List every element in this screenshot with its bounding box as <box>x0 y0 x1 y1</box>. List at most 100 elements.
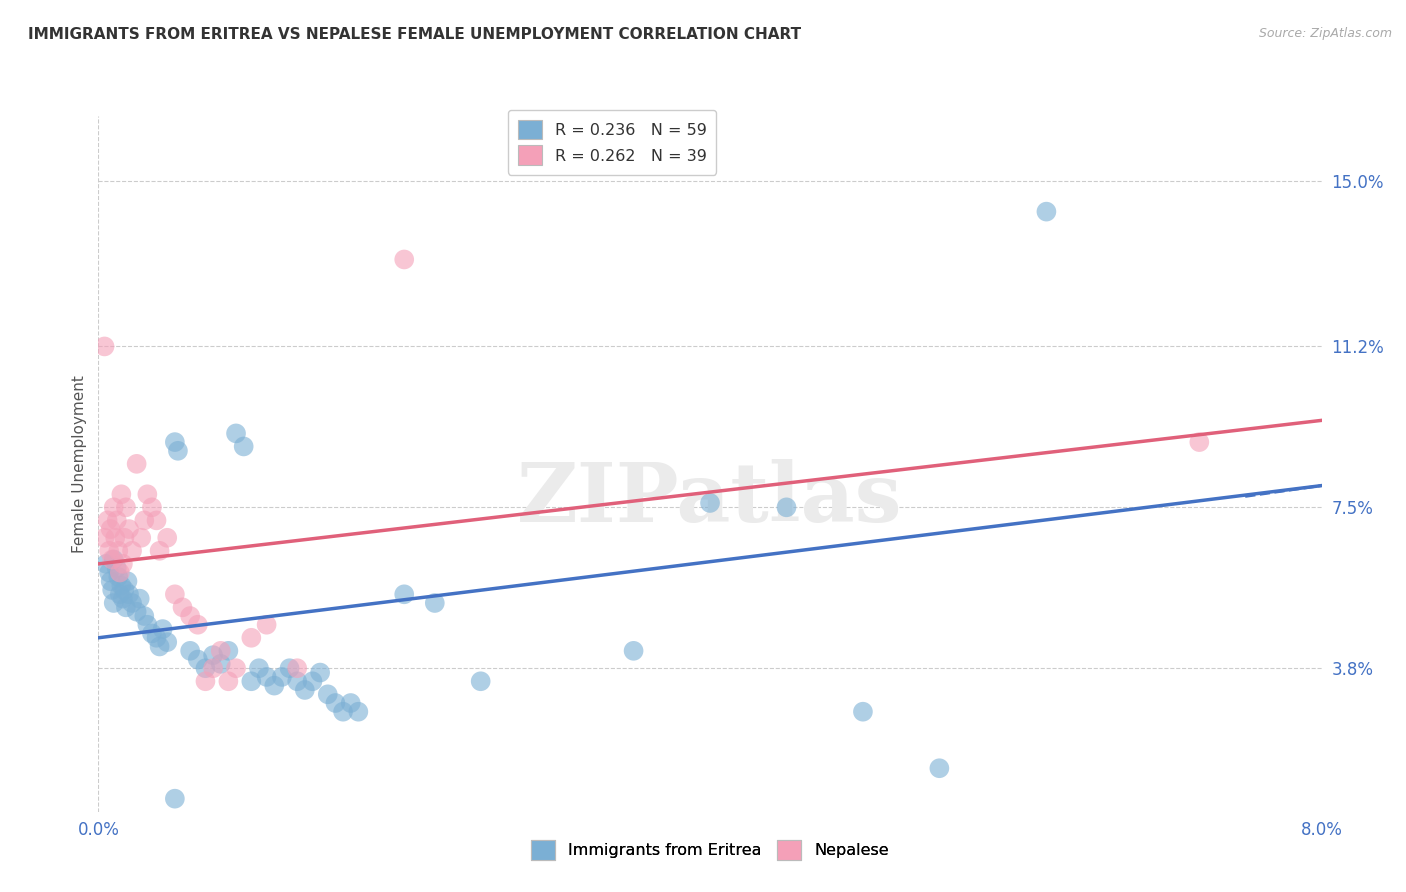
Point <box>263 679 285 693</box>
Point <box>136 487 159 501</box>
Point <box>141 500 163 515</box>
Text: IMMIGRANTS FROM ERITREA VS NEPALESE FEMALE UNEMPLOYMENT CORRELATION CHART: IMMIGRANTS FROM ERITREA VS NEPALESE FEMA… <box>28 27 801 42</box>
Point <box>194 674 217 689</box>
Point <box>247 661 270 675</box>
Point <box>108 566 131 580</box>
Point <box>285 661 308 675</box>
Point <box>256 670 278 684</box>
Point <box>194 661 217 675</box>
Point <box>103 500 125 515</box>
Point <box>775 500 797 515</box>
Point <box>98 566 121 580</box>
Point <box>232 440 254 453</box>
Point <box>110 579 132 593</box>
Point <box>225 661 247 675</box>
Point <box>187 617 209 632</box>
Point <box>156 635 179 649</box>
Point <box>209 657 232 671</box>
Point <box>145 631 167 645</box>
Point <box>101 582 124 597</box>
Point <box>163 791 186 805</box>
Point <box>240 674 263 689</box>
Point <box>117 574 139 589</box>
Point <box>110 487 132 501</box>
Point <box>136 617 159 632</box>
Point <box>163 587 186 601</box>
Point <box>112 582 135 597</box>
Point <box>202 661 225 675</box>
Point <box>392 252 416 267</box>
Point <box>145 513 167 527</box>
Point <box>172 600 194 615</box>
Point <box>103 596 125 610</box>
Point <box>187 652 209 666</box>
Point <box>141 626 163 640</box>
Point <box>118 522 141 536</box>
Point <box>699 496 721 510</box>
Point <box>111 591 134 606</box>
Point <box>107 570 129 584</box>
Point <box>347 705 370 719</box>
Point <box>107 543 129 558</box>
Point <box>108 587 131 601</box>
Point <box>294 683 316 698</box>
Text: Source: ZipAtlas.com: Source: ZipAtlas.com <box>1258 27 1392 40</box>
Point <box>852 705 875 719</box>
Point <box>128 591 150 606</box>
Point <box>105 513 128 527</box>
Point <box>134 513 156 527</box>
Point <box>278 661 301 675</box>
Point <box>332 705 354 719</box>
Point <box>97 513 120 527</box>
Point <box>423 596 446 610</box>
Point <box>256 617 278 632</box>
Point <box>179 609 201 624</box>
Point <box>134 609 156 624</box>
Point <box>98 543 121 558</box>
Point <box>125 457 148 471</box>
Point <box>285 674 308 689</box>
Point <box>167 443 190 458</box>
Point <box>209 644 232 658</box>
Point <box>270 670 294 684</box>
Point <box>217 644 239 658</box>
Point <box>202 648 225 662</box>
Point <box>225 426 247 441</box>
Point <box>179 644 201 658</box>
Y-axis label: Female Unemployment: Female Unemployment <box>72 375 87 553</box>
Point <box>100 574 122 589</box>
Point <box>125 605 148 619</box>
Point <box>121 543 143 558</box>
Point <box>470 674 492 689</box>
Point <box>325 696 347 710</box>
Point <box>115 600 138 615</box>
Point <box>301 674 323 689</box>
Point <box>623 644 645 658</box>
Point <box>104 531 127 545</box>
Point <box>121 596 143 610</box>
Point <box>93 339 115 353</box>
Text: ZIPatlas: ZIPatlas <box>517 458 903 539</box>
Point <box>105 561 128 575</box>
Point <box>309 665 332 680</box>
Point <box>112 531 135 545</box>
Point <box>93 531 115 545</box>
Point <box>152 622 174 636</box>
Point <box>111 557 134 571</box>
Point <box>156 531 179 545</box>
Point <box>392 587 416 601</box>
Point <box>94 557 117 571</box>
Point <box>149 543 172 558</box>
Point <box>928 761 950 775</box>
Point <box>217 674 239 689</box>
Point <box>118 587 141 601</box>
Point <box>240 631 263 645</box>
Point <box>129 531 152 545</box>
Point <box>1035 204 1057 219</box>
Point <box>163 435 186 450</box>
Point <box>101 552 124 566</box>
Point <box>1188 435 1211 450</box>
Point <box>103 552 125 566</box>
Point <box>339 696 361 710</box>
Point <box>316 687 339 701</box>
